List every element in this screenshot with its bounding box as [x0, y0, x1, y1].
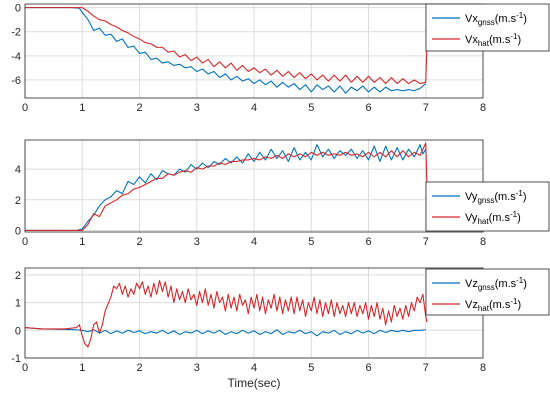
y-tick-label: 4 [15, 164, 21, 176]
x-tick-label: 1 [79, 236, 85, 248]
series-line-vy-gnss [25, 144, 427, 232]
x-tick-label: 8 [480, 102, 486, 114]
x-tick-label: 0 [22, 236, 28, 248]
y-tick-label: 0 [15, 3, 21, 15]
y-tick-label: -6 [11, 75, 21, 87]
x-tick-label: 8 [480, 236, 486, 248]
x-tick-label: 7 [423, 362, 429, 374]
y-tick-label: -2 [11, 27, 21, 39]
legend: Vzgnss(m.s-1) Vzhat(m.s-1) [425, 268, 550, 316]
y-tick-label: 0 [15, 225, 21, 237]
y-tick-label: 0 [15, 325, 21, 337]
x-tick-label: 8 [480, 362, 486, 374]
x-tick-label: 1 [79, 102, 85, 114]
legend-box [425, 268, 550, 316]
x-tick-label: 7 [423, 102, 429, 114]
subplot-1: 0 1 2 3 4 5 6 7 8 0 -2 -4 -6 Vxgnss(m.s-1) Vxhat(m.s-1… [11, 3, 550, 114]
legend-entry: Vzhat(m.s-1) [465, 297, 521, 313]
x-tick-label: 5 [308, 236, 314, 248]
x-tick-label: 1 [79, 362, 85, 374]
legend-entry: Vxhat(m.s-1) [465, 32, 521, 48]
legend-entry: Vzgnss(m.s-1) [465, 276, 527, 292]
x-tick-label: 2 [136, 362, 142, 374]
x-tick-label: 0 [22, 362, 28, 374]
x-tick-label: 6 [365, 236, 371, 248]
x-tick-label: 0 [22, 102, 28, 114]
x-tick-label: 2 [136, 236, 142, 248]
legend-box [425, 3, 550, 52]
x-tick-label: 3 [194, 236, 200, 248]
y-tick-label: 1 [15, 298, 21, 310]
legend-box [425, 181, 550, 232]
legend: Vxgnss(m.s-1) Vxhat(m.s-1) [425, 3, 550, 52]
y-tick-label: -1 [11, 353, 21, 365]
x-tick-label: 4 [251, 362, 257, 374]
legend: Vygnss(m.s-1) Vyhat(m.s-1) [425, 181, 550, 232]
legend-entry: Vyhat(m.s-1) [465, 210, 521, 226]
series-line-vz-gnss [25, 326, 426, 337]
subplot-2: 0 1 2 3 4 5 6 7 8 0 2 4 Vygnss(m.s-1) Vyhat(m.s-1) [15, 139, 550, 248]
x-tick-label: 5 [308, 102, 314, 114]
subplot-3: 0 1 2 3 4 5 6 7 8210-1Time(sec)Vzgnss(m.s-1)Vzha… [11, 267, 550, 390]
x-tick-label: 6 [365, 102, 371, 114]
series-line-vx-gnss [25, 7, 427, 94]
x-tick-label: 6 [365, 362, 371, 374]
y-tick-label: -4 [11, 51, 21, 63]
x-tick-label: 4 [251, 236, 257, 248]
legend-entry: Vxgnss(m.s-1) [465, 11, 527, 27]
series-line-vy-hat [25, 142, 428, 232]
x-tick-label: 4 [251, 102, 257, 114]
x-tick-label: 5 [308, 362, 314, 374]
series-line-vx-hat [25, 7, 428, 85]
x-axis-label: Time(sec) [228, 376, 281, 390]
x-tick-label: 2 [136, 102, 142, 114]
x-tick-label: 7 [423, 236, 429, 248]
y-tick-label: 2 [15, 270, 21, 282]
series-line-vz-hat [25, 279, 428, 348]
y-tick-label: 2 [15, 195, 21, 207]
legend-entry: Vygnss(m.s-1) [465, 189, 527, 205]
x-tick-label: 3 [194, 362, 200, 374]
x-tick-label: 3 [194, 102, 200, 114]
